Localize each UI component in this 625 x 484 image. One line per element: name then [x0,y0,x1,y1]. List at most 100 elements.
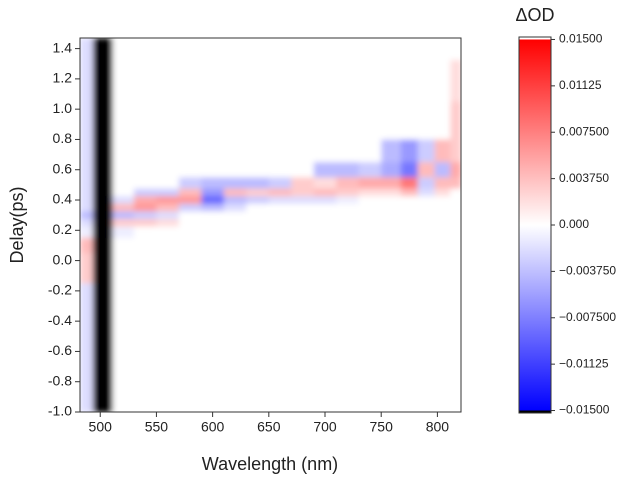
heatmap-cell [112,162,135,178]
heatmap-cell [400,162,419,178]
heatmap-cell [246,211,270,220]
heatmap-cell [358,226,382,239]
heatmap-cell [201,188,225,197]
heatmap-cell [223,336,247,387]
heatmap-cell [291,253,315,284]
heatmap-cell [291,139,315,163]
y-tick-label: 0.6 [53,160,73,176]
heatmap-cell [358,203,382,212]
heatmap-cell [178,177,202,190]
heatmap-cell [434,101,451,140]
y-tick-label: 1.0 [53,100,73,116]
heatmap-cell [417,253,436,284]
heatmap-cell [246,162,270,178]
heatmap-cell [201,283,225,337]
heatmap-cell [450,283,461,337]
heatmap-cell [80,253,94,284]
heatmap-cell [291,218,315,228]
heatmap-cell [246,59,270,103]
heatmap-cell [156,38,180,61]
heatmap-cell [246,336,270,387]
heatmap-cell [80,336,94,387]
heatmap-cell [156,203,180,212]
heatmap-cell [92,218,114,228]
heatmap-cell [417,218,436,228]
heatmap-cell [268,101,292,140]
x-tick-label: 550 [145,419,169,435]
heatmap-cell [246,177,270,190]
heatmap-cell [358,101,382,140]
heatmap-cell [92,196,114,205]
heatmap-cell [400,253,419,284]
heatmap-cell [92,211,114,220]
heatmap-cell [246,38,270,61]
heatmap-cell [80,38,94,61]
heatmap-cell [434,188,451,197]
heatmap-cell [112,211,135,220]
heatmap-cell [246,385,270,412]
heatmap-cell [268,59,292,103]
heatmap-cell [358,218,382,228]
colorbar-tick-label: 0.01500 [559,32,603,46]
x-axis-label: Wavelength (nm) [202,454,338,474]
heatmap-cell [223,203,247,212]
heatmap-cell [92,162,114,178]
heatmap-cell [80,283,94,337]
heatmap-cell [156,226,180,239]
heatmap-cell [92,101,114,140]
heatmap-cell [133,385,157,412]
heatmap-cell [417,203,436,212]
heatmap-cell [336,188,360,197]
heatmap-cell [291,59,315,103]
heatmap-cell [434,253,451,284]
heatmap-cell [450,226,461,239]
heatmap-cell [133,59,157,103]
heatmap-cell [223,162,247,178]
heatmap-cell [201,59,225,103]
heatmap-cell [291,162,315,178]
heatmap [80,38,461,412]
x-tick-label: 500 [89,419,113,435]
heatmap-cell [268,188,292,197]
heatmap-cell [358,336,382,387]
heatmap-cell [156,101,180,140]
heatmap-cell [156,188,180,197]
heatmap-cell [112,385,135,412]
heatmap-cell [313,59,337,103]
heatmap-cell [246,253,270,284]
heatmap-cell [434,237,451,254]
heatmap-cell [178,283,202,337]
heatmap-cell [336,211,360,220]
heatmap-cell [336,385,360,412]
heatmap-cell [112,253,135,284]
heatmap-cell [268,253,292,284]
heatmap-cell [381,59,402,103]
heatmap-cell [381,385,402,412]
heatmap-cell [291,211,315,220]
plot-frame [79,37,462,413]
heatmap-cell [178,38,202,61]
heatmap-cell [417,237,436,254]
heatmap-cell [313,385,337,412]
heatmap-cell [381,253,402,284]
heatmap-cell [336,139,360,163]
heatmap-cell [133,336,157,387]
heatmap-cell [133,226,157,239]
heatmap-cell [112,59,135,103]
heatmap-cell [358,211,382,220]
heatmap-cell [268,336,292,387]
heatmap-cell [133,188,157,197]
heatmap-cell [80,101,94,140]
heatmap-cell [417,177,436,190]
heatmap-cell [246,196,270,205]
heatmap-cell [80,211,94,220]
y-tick-label: 0.8 [53,130,73,146]
heatmap-cell [291,38,315,61]
heatmap-cell [156,139,180,163]
heatmap-cell [291,283,315,337]
heatmap-cell [313,139,337,163]
y-tick-label: -1.0 [48,403,72,419]
heatmap-cell [133,283,157,337]
heatmap-cell [112,177,135,190]
heatmap-cell [336,101,360,140]
